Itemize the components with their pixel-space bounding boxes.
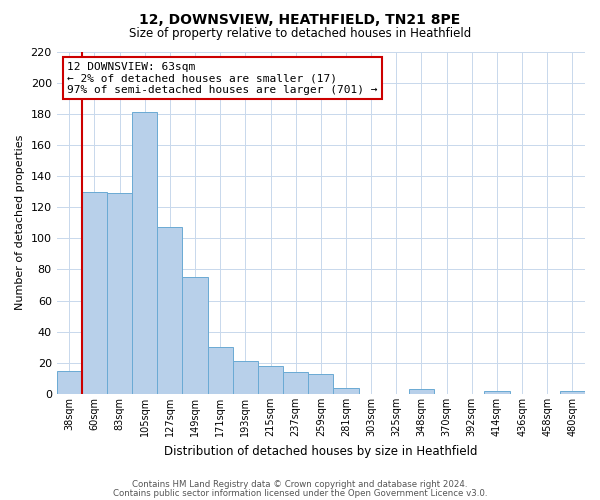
- Text: 12, DOWNSVIEW, HEATHFIELD, TN21 8PE: 12, DOWNSVIEW, HEATHFIELD, TN21 8PE: [139, 12, 461, 26]
- Y-axis label: Number of detached properties: Number of detached properties: [15, 135, 25, 310]
- Bar: [82, 192, 107, 394]
- Text: Size of property relative to detached houses in Heathfield: Size of property relative to detached ho…: [129, 28, 471, 40]
- Bar: [308, 374, 334, 394]
- Bar: [182, 277, 208, 394]
- Bar: [334, 388, 359, 394]
- Bar: [107, 193, 132, 394]
- Bar: [560, 391, 585, 394]
- Bar: [233, 362, 258, 394]
- Text: 12 DOWNSVIEW: 63sqm
← 2% of detached houses are smaller (17)
97% of semi-detache: 12 DOWNSVIEW: 63sqm ← 2% of detached hou…: [67, 62, 378, 95]
- Text: Contains HM Land Registry data © Crown copyright and database right 2024.: Contains HM Land Registry data © Crown c…: [132, 480, 468, 489]
- Bar: [258, 366, 283, 394]
- X-axis label: Distribution of detached houses by size in Heathfield: Distribution of detached houses by size …: [164, 444, 478, 458]
- Bar: [208, 348, 233, 394]
- Text: Contains public sector information licensed under the Open Government Licence v3: Contains public sector information licen…: [113, 488, 487, 498]
- Bar: [409, 390, 434, 394]
- Bar: [283, 372, 308, 394]
- Bar: [56, 370, 82, 394]
- Bar: [157, 228, 182, 394]
- Bar: [132, 112, 157, 394]
- Bar: [484, 391, 509, 394]
